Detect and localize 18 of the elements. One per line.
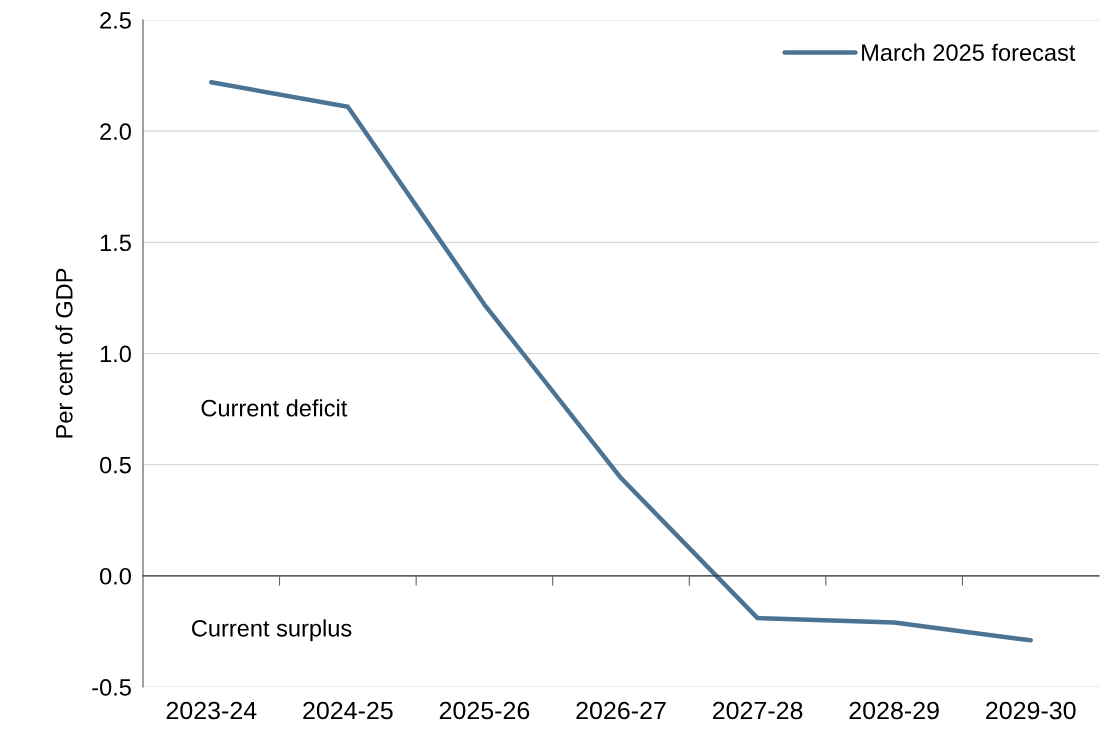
y-tick-label: 1.0 (100, 345, 131, 363)
y-tick-label: 1.5 (100, 234, 131, 252)
y-tick-label: 0.5 (99, 456, 131, 474)
x-tick-label: 2025-26 (439, 701, 530, 720)
x-tick-label: 2027-28 (712, 701, 803, 720)
annotation: Current deficit (201, 399, 348, 417)
y-tick-label: 2.5 (100, 12, 131, 29)
x-tick-label: 2024-25 (303, 701, 393, 720)
y-tick-label: 0.0 (99, 567, 131, 585)
y-tick-label: -0.5 (92, 679, 131, 696)
x-tick-label: 2029-30 (986, 701, 1076, 720)
legend-label: March 2025 forecast (862, 43, 1076, 61)
y-axis-title: Per cent of GDP (55, 268, 73, 438)
x-tick-label: 2026-27 (576, 701, 666, 720)
x-tick-label: 2023-24 (166, 701, 257, 720)
annotation: Current surplus (192, 619, 352, 642)
y-tick-label: 2.0 (100, 123, 131, 140)
x-tick-label: 2028-29 (849, 701, 939, 720)
